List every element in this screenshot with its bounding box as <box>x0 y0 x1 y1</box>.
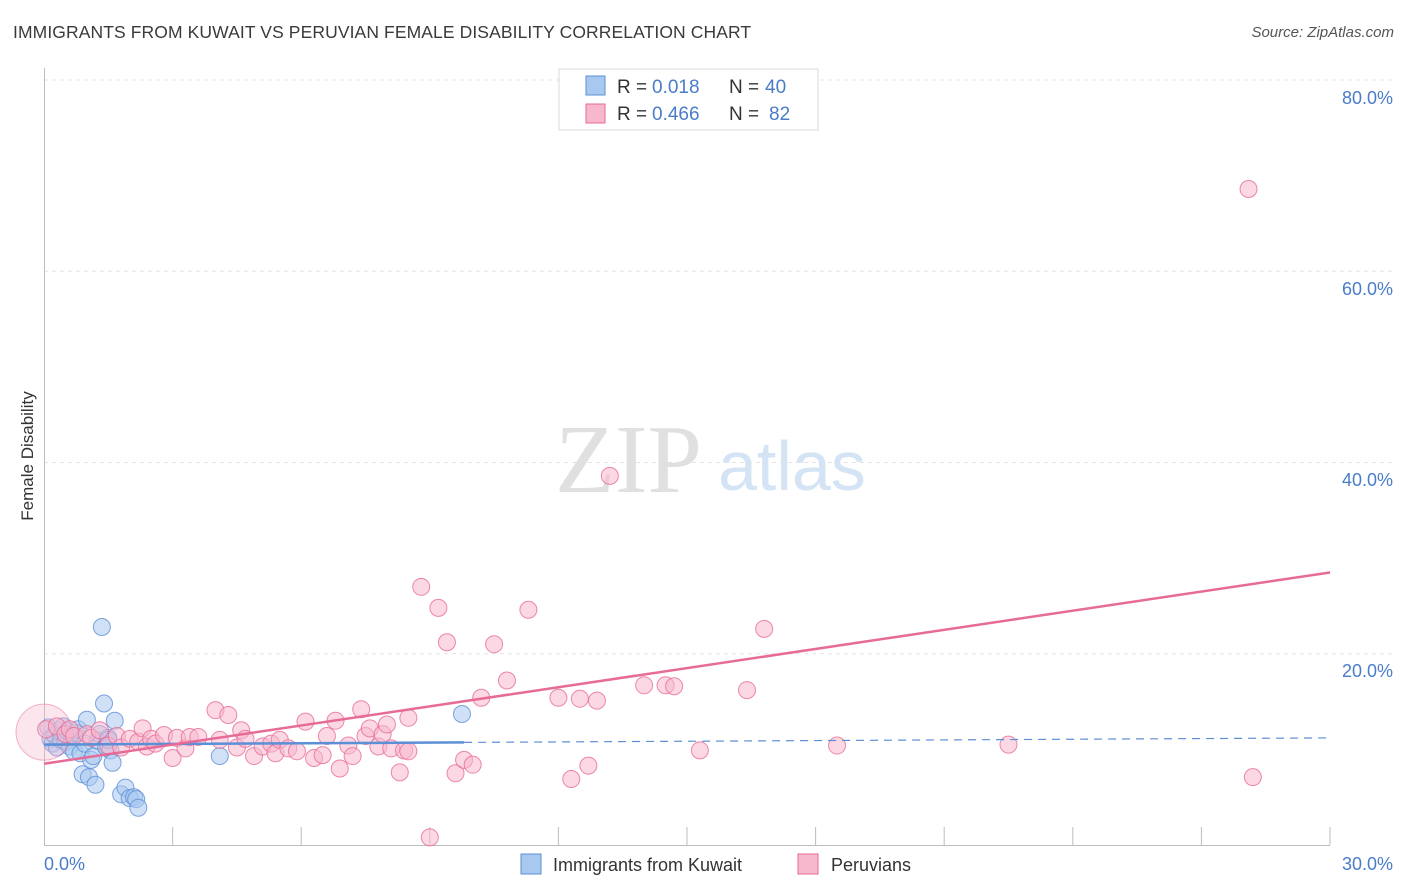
bottom-label-peru: Peruvians <box>831 855 911 875</box>
peru-point <box>485 635 504 654</box>
peru-point <box>330 759 349 778</box>
x-tick-min: 0.0% <box>44 854 85 874</box>
chart-title: IMMIGRANTS FROM KUWAIT VS PERUVIAN FEMAL… <box>13 22 752 42</box>
peru-point <box>1243 768 1262 787</box>
kuwait-point <box>105 711 124 730</box>
trend-kuwait-dashed <box>464 737 1331 744</box>
peru-point <box>828 736 847 755</box>
peru-point <box>377 715 396 734</box>
y-tick-80: 80.0% <box>1342 88 1393 108</box>
peru-point <box>690 741 709 760</box>
peru-point <box>562 770 581 789</box>
peru-point <box>296 712 315 731</box>
trend-peru <box>43 571 1331 765</box>
peru-point <box>163 748 182 767</box>
peru-point <box>519 600 538 619</box>
y-tick-20: 20.0% <box>1342 661 1393 681</box>
peru-point <box>390 763 409 782</box>
peru-point <box>420 828 439 847</box>
peru-point <box>317 726 336 745</box>
legend-swatch-kuwait <box>585 75 606 96</box>
y-axis-label: Female Disability <box>18 391 37 521</box>
peru-point <box>210 730 229 749</box>
stats-legend: R = 0.018 N = 40 R = 0.466 N = 82 <box>558 68 819 131</box>
peru-point <box>399 708 418 727</box>
peru-point <box>287 742 306 761</box>
trend-kuwait-solid <box>43 741 465 746</box>
legend-n-label-kuwait: N = <box>729 77 759 98</box>
peru-point <box>343 747 362 766</box>
series-legend: Immigrants from Kuwait Peruvians <box>520 853 911 875</box>
peru-point <box>446 764 465 783</box>
legend-n-value-kuwait: 40 <box>765 77 786 98</box>
peru-point <box>90 721 109 740</box>
legend-r-value-peru: 0.466 <box>652 104 700 125</box>
peru-point <box>219 705 238 724</box>
peru-point <box>497 671 516 690</box>
peru-point <box>1239 180 1258 199</box>
source-label: Source: ZipAtlas.com <box>1251 24 1394 41</box>
peru-point <box>999 735 1018 754</box>
peru-point <box>313 746 332 765</box>
peru-point <box>579 756 598 775</box>
bottom-swatch-kuwait <box>520 853 542 875</box>
peru-point <box>412 577 431 596</box>
kuwait-point <box>210 747 229 766</box>
peru-point <box>738 681 757 700</box>
peru-point <box>635 676 654 695</box>
x-axis-ticks <box>172 827 1331 845</box>
x-tick-max: 30.0% <box>1342 854 1393 874</box>
watermark-atlas: atlas <box>718 427 866 505</box>
kuwait-point <box>86 775 105 794</box>
kuwait-point <box>92 617 111 636</box>
peru-point <box>600 466 619 485</box>
legend-r-label-peru: R = <box>617 104 647 125</box>
kuwait-point <box>103 753 122 772</box>
peru-point <box>755 619 774 638</box>
legend-swatch-peru <box>585 103 606 124</box>
y-tick-labels: 20.0% 40.0% 60.0% 80.0% <box>1342 88 1393 681</box>
y-tick-60: 60.0% <box>1342 279 1393 299</box>
legend-r-label-kuwait: R = <box>617 77 647 98</box>
legend-n-value-peru: 82 <box>769 104 790 125</box>
legend-n-label-peru: N = <box>729 104 759 125</box>
kuwait-point <box>129 798 148 817</box>
y-tick-40: 40.0% <box>1342 470 1393 490</box>
peru-point <box>587 691 606 710</box>
bottom-swatch-peru <box>797 853 819 875</box>
legend-r-value-kuwait: 0.018 <box>652 77 700 98</box>
peru-point <box>549 688 568 707</box>
peru-point <box>399 742 418 761</box>
trend-lines <box>43 571 1331 765</box>
kuwait-point <box>95 694 114 713</box>
peru-point <box>437 633 456 652</box>
kuwait-point <box>452 704 471 723</box>
peru-point <box>463 755 482 774</box>
bottom-label-kuwait: Immigrants from Kuwait <box>553 855 742 875</box>
peru-point <box>429 598 448 617</box>
peru-point <box>570 689 589 708</box>
watermark-zip: ZIP <box>555 406 702 514</box>
grid <box>44 79 1393 655</box>
peru-point <box>665 677 684 696</box>
